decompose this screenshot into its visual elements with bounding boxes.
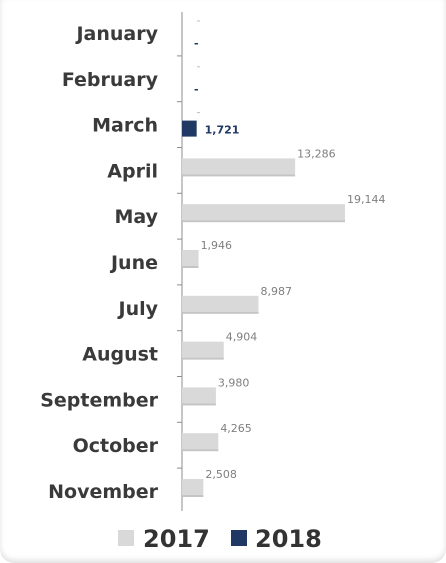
category-label-may: May (114, 206, 158, 228)
bar-2017-shadow-july (182, 311, 259, 314)
bar-2017-shadow-may (182, 220, 345, 223)
bar-2017-shadow-june (182, 266, 199, 268)
category-label-october: October (73, 435, 159, 457)
category-label-march: March (92, 115, 158, 137)
bar-2018-march (182, 120, 197, 137)
category-label-november: November (48, 481, 159, 503)
bar-2017-shadow-november (182, 495, 204, 497)
category-label-august: August (82, 344, 158, 366)
legend-label-2017: 2017 (143, 525, 210, 553)
category-label-february: February (62, 69, 159, 91)
bar-2017-may (182, 204, 345, 221)
legend-swatch-2018 (231, 530, 247, 546)
legend-label-2018: 2018 (255, 525, 322, 553)
data-label-2018-march: 1,721 (205, 124, 240, 137)
data-label-2017-september: 3,980 (218, 376, 250, 389)
data-label-2017-may: 19,144 (347, 193, 386, 206)
bar-2017-july (182, 295, 259, 312)
bar-2017-august (182, 341, 224, 358)
category-label-september: September (40, 389, 158, 411)
category-label-july: July (117, 298, 159, 320)
bar-2017-shadow-august (182, 357, 224, 360)
data-label-2017-november: 2,508 (205, 468, 237, 481)
legend-swatch-2017 (118, 530, 134, 546)
data-label-2018-january: - (194, 37, 199, 50)
bar-2017-september (182, 387, 216, 404)
bar-2017-april (182, 158, 296, 175)
category-label-january: January (74, 23, 158, 45)
data-label-2017-april: 13,286 (297, 147, 336, 160)
bar-2017-shadow-october (182, 449, 219, 452)
data-label-2017-june: 1,946 (201, 239, 233, 252)
bar-2017-november (182, 479, 204, 495)
bar-2017-shadow-april (182, 174, 296, 177)
data-label-2017-august: 4,904 (226, 331, 258, 344)
bar-2017-october (182, 433, 219, 450)
category-label-april: April (107, 160, 158, 182)
data-label-2018-february: - (194, 83, 199, 96)
data-label-2017-october: 4,265 (220, 422, 252, 435)
bar-2017-june (182, 250, 199, 266)
data-label-2017-july: 8,987 (261, 285, 293, 298)
category-label-june: June (109, 252, 158, 274)
bar-2017-shadow-september (182, 403, 216, 406)
